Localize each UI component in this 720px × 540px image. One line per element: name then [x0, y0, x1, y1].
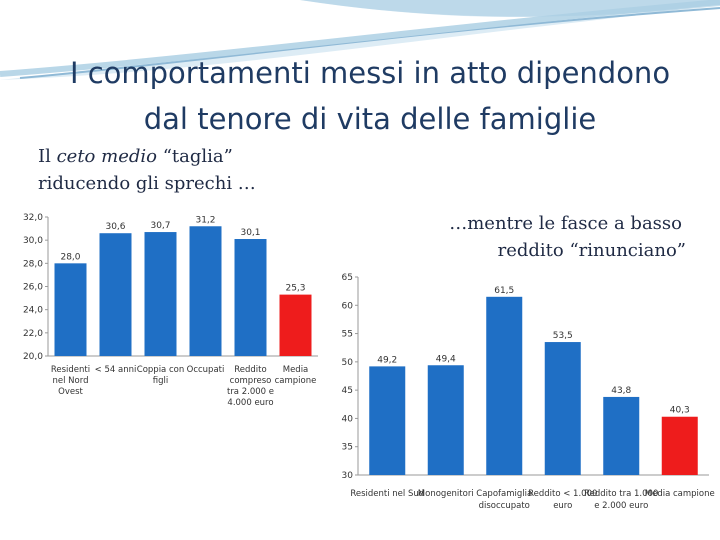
y-tick-label: 24,0 — [23, 306, 43, 316]
data-label: 53,5 — [553, 331, 573, 341]
left-caption-line-2: riducendo gli sprechi … — [38, 173, 256, 194]
right-caption-line-1: …mentre le fasce a basso — [449, 213, 682, 234]
bar — [486, 296, 523, 475]
category-label: 4.000 euro — [227, 398, 273, 408]
low-income-bar-chart: 30 35 40 45 50 55 60 65 49,2 Residenti nel Sud 49,… — [342, 273, 715, 511]
bar — [661, 416, 698, 475]
right-caption-line-2: reddito “rinunciano” — [497, 240, 686, 261]
category-label: Reddito < 1.000 — [528, 489, 597, 499]
y-tick-label: 32,0 — [23, 213, 43, 223]
category-label: nel Nord — [53, 376, 89, 386]
y-tick-label: 30 — [342, 471, 354, 481]
slide-title-line-2: dal tenore di vita delle famiglie — [143, 102, 597, 136]
y-tick-label: 22,0 — [23, 329, 43, 339]
y-tick-label: 45 — [342, 386, 353, 396]
y-tick-label: 55 — [342, 330, 353, 340]
data-label: 30,7 — [150, 221, 170, 231]
y-tick-label: 20,0 — [23, 352, 43, 362]
bar — [279, 294, 312, 356]
data-label: 61,5 — [494, 286, 514, 296]
category-label: Occupati — [187, 365, 225, 375]
category-label: Monogenitori — [418, 489, 474, 499]
bar — [427, 365, 464, 475]
y-tick-label: 26,0 — [23, 283, 43, 293]
bar — [544, 342, 581, 475]
category-label: Media campione — [645, 489, 715, 499]
bar — [189, 226, 222, 356]
left-caption-post: “taglia” — [156, 146, 233, 167]
bar — [54, 263, 87, 356]
category-label: Residenti — [51, 365, 90, 375]
bar — [234, 239, 267, 356]
bar — [144, 232, 177, 356]
category-label: e 2.000 euro — [594, 501, 648, 511]
category-label: tra 2.000 e — [227, 387, 274, 397]
category-label: Capofamiglia — [476, 489, 532, 499]
y-tick-label: 60 — [342, 301, 354, 311]
category-label: Residenti nel Sud — [350, 489, 424, 499]
data-label: 49,2 — [377, 355, 397, 365]
data-label: 31,2 — [195, 215, 215, 225]
slide-title-line-1: I comportamenti messi in atto dipendono — [69, 56, 671, 90]
category-label: figli — [153, 376, 168, 386]
left-caption-line-1: Il ceto medio “taglia” — [38, 146, 233, 167]
category-label: Ovest — [58, 387, 83, 397]
category-label: Reddito — [234, 365, 266, 375]
middle-class-bar-chart: 20,0 22,0 24,0 26,0 28,0 30,0 32,0 28,0 Resident… — [23, 213, 318, 408]
bar — [603, 396, 640, 475]
decorative-banner — [0, 0, 720, 80]
y-tick-label: 65 — [342, 273, 353, 283]
category-label: euro — [553, 501, 572, 511]
y-tick-label: 35 — [342, 443, 353, 453]
data-label: 40,3 — [670, 406, 690, 416]
bar — [99, 233, 132, 356]
data-label: 49,4 — [436, 354, 456, 364]
category-label: Coppia con — [137, 365, 184, 375]
category-label: compreso — [230, 376, 272, 386]
category-label: < 54 anni — [95, 365, 137, 375]
left-caption-italic: ceto medio — [56, 146, 157, 167]
data-label: 30,1 — [240, 228, 260, 238]
category-label: Reddito tra 1.000 — [584, 489, 658, 499]
category-label: campione — [275, 376, 317, 386]
left-caption-pre: Il — [38, 146, 57, 167]
data-label: 43,8 — [611, 386, 631, 396]
y-tick-label: 30,0 — [23, 236, 43, 246]
data-label: 30,6 — [105, 222, 125, 232]
y-tick-label: 28,0 — [23, 259, 43, 269]
data-label: 28,0 — [60, 252, 80, 262]
bar — [369, 366, 406, 475]
data-label: 25,3 — [285, 284, 305, 294]
category-label: Media — [283, 365, 309, 375]
y-tick-label: 50 — [342, 358, 354, 368]
category-label: disoccupato — [479, 501, 530, 511]
y-tick-label: 40 — [342, 414, 354, 424]
